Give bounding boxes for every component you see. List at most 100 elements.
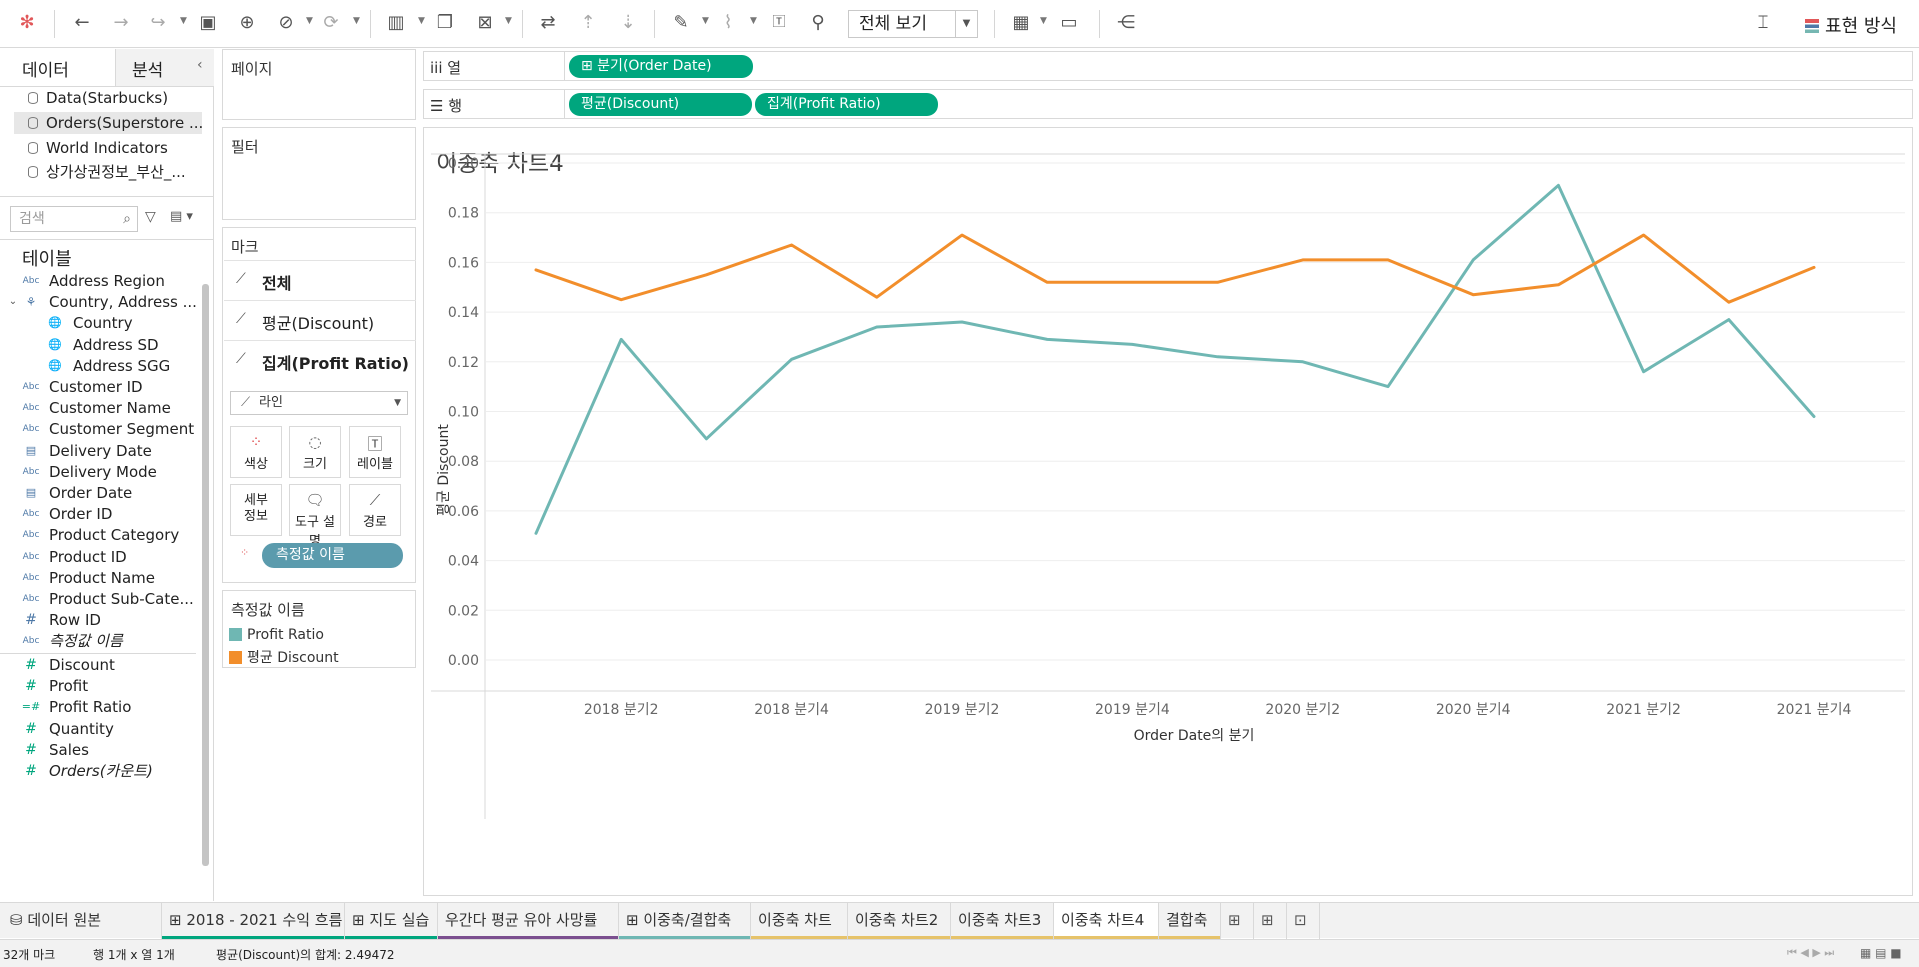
duplicate-sheet-icon[interactable]: ❐	[436, 12, 454, 33]
dimension-field[interactable]: ▤ Delivery Date	[0, 440, 200, 462]
sheet-tab[interactable]: ⊞ 이중축/결합축	[619, 903, 751, 939]
sheet-tab[interactable]: 우간다 평균 유아 사망률	[438, 903, 619, 939]
share-icon[interactable]: ⋲	[1117, 12, 1135, 33]
rows-shelf[interactable]: ☰ 행 평균(Discount) 집계(Profit Ratio)	[423, 89, 1913, 119]
dimension-field[interactable]: # Row ID	[0, 609, 200, 631]
clear-sheet-icon[interactable]: ⊠	[477, 12, 493, 33]
highlight-dropdown-icon[interactable]: ▼	[702, 16, 709, 26]
sheet-tab[interactable]: 이중축 차트4	[1054, 903, 1159, 939]
fit-view-select[interactable]: 전체 보기 ▼	[848, 10, 978, 38]
save-icon[interactable]: ▣	[199, 12, 217, 33]
tooltip-button[interactable]: 🗨 도구 설명	[289, 484, 341, 549]
rows-pill-profit-ratio[interactable]: 집계(Profit Ratio)	[755, 93, 938, 116]
collapse-pane-icon[interactable]: ‹	[197, 57, 203, 73]
path-button[interactable]: ⟋ 경로	[349, 484, 401, 536]
dimension-field[interactable]: Abc Product Category	[0, 524, 200, 546]
filter-icon[interactable]: ▽	[145, 209, 156, 225]
replay-dropdown-icon[interactable]: ▼	[180, 16, 187, 26]
measure-names-pill[interactable]: 측정값 이름	[262, 543, 403, 568]
dimension-field[interactable]: ⚘ ⌄ Country, Address ...	[0, 291, 200, 313]
sheet-tab[interactable]: ⊞ 지도 실습	[345, 903, 438, 939]
sheet-tab[interactable]: 이중축 차트2	[848, 903, 951, 939]
new-story-icon[interactable]: ⊡	[1287, 903, 1320, 939]
chevron-down-icon[interactable]: ▼	[955, 11, 977, 37]
tab-analysis[interactable]: 분석	[132, 61, 164, 81]
redo-icon[interactable]: →	[113, 12, 129, 33]
show-labels-icon[interactable]: 🅃	[772, 15, 786, 30]
filters-card[interactable]: 필터	[222, 127, 416, 220]
size-button[interactable]: ◌ 크기	[289, 426, 341, 478]
sheet-tab[interactable]: 이중축 차트	[751, 903, 848, 939]
legend-item[interactable]: 평균 Discount	[229, 647, 339, 667]
measure-field[interactable]: =# Profit Ratio	[0, 696, 200, 718]
dimension-field[interactable]: Abc Product Name	[0, 567, 200, 589]
group-dropdown-icon[interactable]: ▼	[750, 16, 757, 26]
view-options-icon[interactable]: ▤ ▾	[170, 209, 193, 224]
tab-data-source[interactable]: ⛁ 데이터 원본	[0, 903, 162, 939]
pause-dropdown-icon[interactable]: ▼	[306, 16, 313, 26]
line-chart[interactable]: 0.20 0.18 0.16 0.14 0.12 0.10 0.08 0.06 0.04 0.02…	[424, 128, 1912, 895]
sort-descending-icon[interactable]: ⇣	[620, 12, 636, 33]
highlight-icon[interactable]: ✎	[673, 12, 689, 33]
tableau-logo-icon[interactable]: ✻	[19, 12, 35, 33]
datasource-item-selected[interactable]: Orders(Superstore ...	[14, 112, 202, 134]
dimension-field[interactable]: Abc Order ID	[0, 503, 200, 525]
show-me-button[interactable]: 표현 방식	[1805, 12, 1897, 38]
dimension-field[interactable]: Abc Customer Segment	[0, 418, 200, 440]
new-worksheet-dropdown-icon[interactable]: ▼	[418, 16, 425, 26]
sheet-tab[interactable]: 결합축	[1159, 903, 1221, 939]
show-cards-dropdown-icon[interactable]: ▼	[1040, 16, 1047, 26]
marks-row-profit-ratio[interactable]: ⟋ 집계(Profit Ratio)	[224, 340, 416, 378]
measure-field[interactable]: # Discount	[0, 654, 200, 676]
measure-field[interactable]: # Quantity	[0, 718, 200, 740]
dimension-field[interactable]: ▤ Order Date	[0, 482, 200, 504]
sheet-tab[interactable]: 이중축 차트3	[951, 903, 1054, 939]
dimension-field[interactable]: Abc Customer ID	[0, 376, 200, 398]
new-worksheet-icon[interactable]: ⊞	[1221, 903, 1254, 939]
mark-type-select[interactable]: ⟋ 라인 ▼	[230, 391, 408, 415]
swap-rows-columns-icon[interactable]: ⇄	[540, 12, 556, 33]
clear-dropdown-icon[interactable]: ▼	[505, 16, 512, 26]
dimension-field[interactable]: Abc Product ID	[0, 546, 200, 568]
dimension-field[interactable]: 🌐 Country	[0, 312, 200, 334]
measure-field[interactable]: # Sales	[0, 739, 200, 761]
measure-field[interactable]: # Orders(카운트)	[0, 760, 200, 782]
dimension-field[interactable]: Abc Address Region	[0, 270, 200, 292]
grid-view-icon[interactable]: ▦ ▤ ■	[1860, 946, 1902, 960]
dimension-field[interactable]: 🌐 Address SGG	[0, 355, 200, 377]
dimension-field[interactable]: Abc Delivery Mode	[0, 461, 200, 483]
sort-ascending-icon[interactable]: ⇡	[580, 12, 596, 33]
columns-shelf[interactable]: iii 열 ⊞ 분기(Order Date)	[423, 51, 1913, 81]
dimension-field[interactable]: Abc 측정값 이름	[0, 630, 200, 652]
undo-icon[interactable]: ←	[74, 12, 90, 33]
measure-field[interactable]: # Profit	[0, 675, 200, 697]
chevron-down-icon[interactable]: ⌄	[8, 296, 18, 308]
marks-row-avg-discount[interactable]: ⟋ 평균(Discount)	[224, 300, 416, 338]
color-button[interactable]: ⁘ 색상	[230, 426, 282, 478]
detail-button[interactable]: 세부 정보	[230, 484, 282, 536]
group-members-icon[interactable]: ⌇	[723, 12, 733, 33]
datasource-item[interactable]: Data(Starbucks)	[14, 87, 202, 109]
scrollbar[interactable]	[202, 284, 209, 866]
field-search-input[interactable]: 검색 ⌕	[10, 206, 138, 232]
pin-axes-icon[interactable]: ⚲	[811, 12, 825, 33]
pages-card[interactable]: 페이지	[222, 49, 416, 120]
format-painter-icon[interactable]: ⌶	[1757, 12, 1769, 33]
dimension-field[interactable]: Abc Customer Name	[0, 397, 200, 419]
new-datasource-icon[interactable]: ⊕	[239, 12, 255, 33]
columns-pill-quarter-order-date[interactable]: ⊞ 분기(Order Date)	[569, 55, 753, 78]
presentation-mode-icon[interactable]: ▭	[1060, 12, 1078, 33]
tab-data[interactable]: 데이터	[22, 61, 69, 81]
sheet-tab[interactable]: ⊞ 2018 - 2021 수익 흐름	[162, 903, 345, 939]
datasource-item[interactable]: 상가상권정보_부산_...	[14, 161, 202, 183]
pause-updates-icon[interactable]: ⊘	[278, 12, 294, 33]
refresh-icon[interactable]: ⟳	[323, 12, 339, 33]
marks-row-all[interactable]: ⟋ 전체	[224, 260, 416, 298]
new-dashboard-icon[interactable]: ⊞	[1254, 903, 1287, 939]
rows-pill-avg-discount[interactable]: 평균(Discount)	[569, 93, 752, 116]
sheet-nav-icon[interactable]: ⏮ ◀ ▶ ⏭	[1787, 946, 1835, 959]
legend-item[interactable]: Profit Ratio	[229, 627, 324, 643]
label-button[interactable]: 🅃 레이블	[349, 426, 401, 478]
dimension-field[interactable]: Abc Product Sub-Cate...	[0, 588, 200, 610]
show-cards-icon[interactable]: ▦	[1012, 12, 1030, 33]
